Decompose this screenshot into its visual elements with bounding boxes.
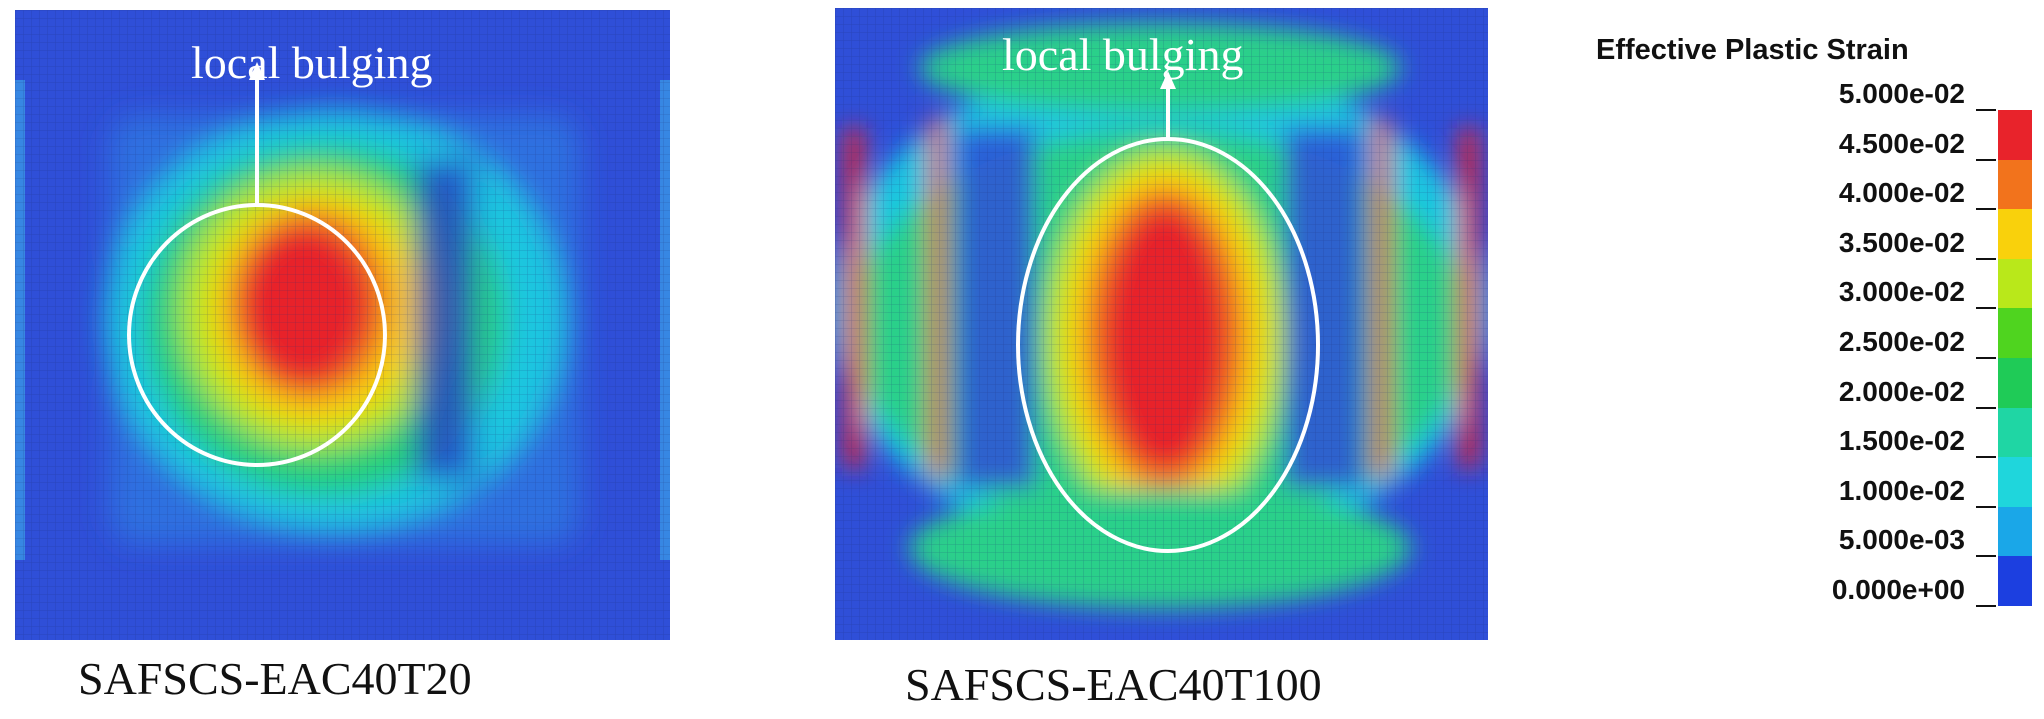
legend-swatch <box>1998 506 2032 557</box>
arrow-head-left <box>249 62 265 80</box>
legend-swatch <box>1998 209 2032 260</box>
arrow-head-right <box>1160 71 1176 89</box>
legend-tick-mark <box>1976 208 1996 211</box>
legend-tick-mark <box>1976 158 1996 161</box>
legend-tick-mark <box>1976 555 1996 558</box>
legend-tick-label: 1.000e-02 <box>1838 474 1965 506</box>
legend-tick-label: 3.500e-02 <box>1838 226 1965 258</box>
legend-tick-mark <box>1976 357 1996 359</box>
legend-tick-label: 0.000e+00 <box>1831 574 1965 605</box>
legend-tick-label: 5.000e-03 <box>1838 524 1965 556</box>
legend-swatch <box>1998 457 2032 508</box>
legend-swatch <box>1998 358 2032 409</box>
legend-tick-label: 4.000e-02 <box>1838 177 1965 209</box>
legend-swatch <box>1998 556 2032 607</box>
legend-swatch <box>1998 308 2032 359</box>
legend-tick-label: 5.000e-02 <box>1838 78 1965 109</box>
legend-tick-mark <box>1976 307 1996 310</box>
contour-panel-right: local bulging <box>835 8 1488 640</box>
legend-swatch <box>1998 407 2032 458</box>
strain-contour-plot-left <box>15 10 670 640</box>
contour-panel-left: local bulging <box>15 10 670 640</box>
legend-tick-label: 4.500e-02 <box>1838 127 1965 159</box>
legend-color-bar <box>1998 110 2032 607</box>
legend-tick-label: 3.000e-02 <box>1838 276 1965 308</box>
legend-tick-label: 2.000e-02 <box>1838 375 1965 407</box>
panel-caption-left: SAFSCS-EAC40T20 <box>78 653 472 704</box>
legend-tick-label: 1.500e-02 <box>1838 425 1965 457</box>
legend-swatch <box>1998 258 2032 309</box>
legend-swatch <box>1998 159 2032 210</box>
legend-swatch <box>1998 110 2032 161</box>
annotation-label-right: local bulging <box>1002 29 1244 80</box>
legend-tick-mark <box>1976 456 1996 459</box>
legend-tick-mark <box>1976 257 1996 260</box>
legend-tick-mark <box>1976 406 1996 409</box>
strain-contour-plot-right <box>835 8 1488 640</box>
panel-caption-right: SAFSCS-EAC40T100 <box>905 659 1322 710</box>
legend-title: Effective Plastic Strain <box>1596 34 1909 66</box>
legend-tick-mark <box>1976 109 1996 111</box>
annotation-label-left: local bulging <box>191 37 433 88</box>
legend-tick-mark <box>1976 605 1996 607</box>
legend-tick-label: 2.500e-02 <box>1838 326 1965 357</box>
legend-tick-mark <box>1976 505 1996 508</box>
